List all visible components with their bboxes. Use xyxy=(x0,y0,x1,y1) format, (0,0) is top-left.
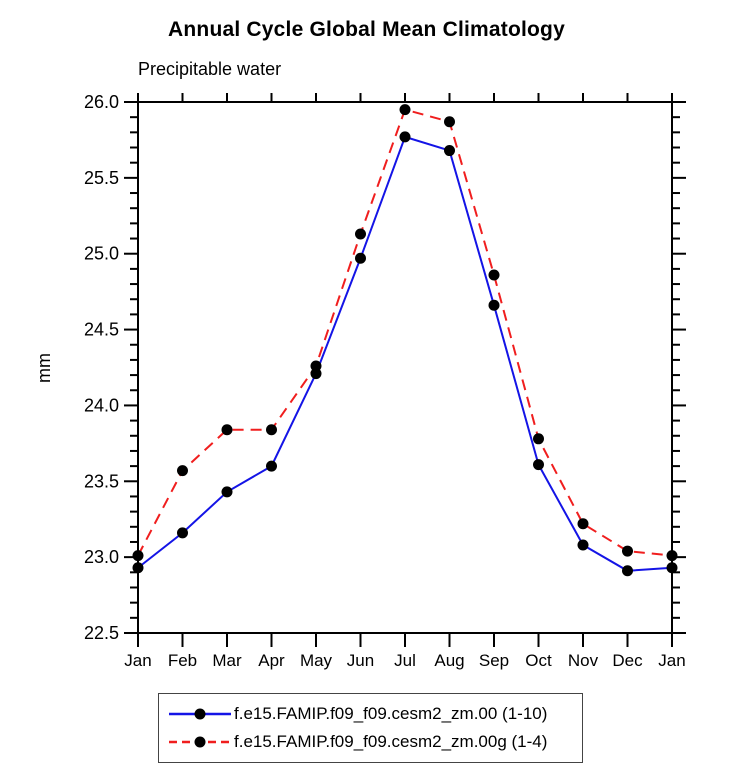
x-tick-label: Aug xyxy=(434,651,464,670)
data-point-marker xyxy=(177,527,188,539)
x-tick-label: Oct xyxy=(525,651,552,670)
data-point-marker xyxy=(266,460,277,472)
data-point-marker xyxy=(577,518,589,530)
y-tick-label: 25.5 xyxy=(84,168,119,188)
legend-line-sample-solid xyxy=(169,708,231,720)
x-tick-label: Sep xyxy=(479,651,509,670)
data-point-marker xyxy=(622,565,633,577)
x-tick-label: Jun xyxy=(347,651,374,670)
data-point-marker xyxy=(355,228,366,240)
data-point-marker xyxy=(132,550,144,562)
data-point-marker xyxy=(221,424,233,436)
chart-subtitle: Precipitable water xyxy=(138,59,282,79)
data-point-marker xyxy=(488,299,500,311)
y-tick-label: 23.0 xyxy=(84,547,119,567)
y-tick-label: 22.5 xyxy=(84,623,119,643)
x-tick-label: May xyxy=(300,651,333,670)
x-tick-label: Nov xyxy=(568,651,599,670)
data-point-marker xyxy=(622,545,633,557)
data-point-marker xyxy=(488,269,500,281)
legend-line-sample-dashed xyxy=(169,736,231,748)
x-tick-label: Jan xyxy=(124,651,151,670)
x-tick-label: Feb xyxy=(168,651,197,670)
data-point-marker xyxy=(132,562,144,574)
data-point-marker xyxy=(666,550,678,562)
legend: f.e15.FAMIP.f09_f09.cesm2_zm.00 (1-10) f… xyxy=(158,693,583,763)
x-tick-label: Jan xyxy=(658,651,685,670)
data-point-marker xyxy=(444,145,455,157)
x-tick-label: Apr xyxy=(258,651,285,670)
y-tick-label: 25.0 xyxy=(84,244,119,264)
series-line-0 xyxy=(137,135,673,572)
legend-marker-dot xyxy=(194,708,206,720)
legend-label-solid-series: f.e15.FAMIP.f09_f09.cesm2_zm.00 (1-10) xyxy=(234,704,548,723)
legend-label-dashed-series: f.e15.FAMIP.f09_f09.cesm2_zm.00g (1-4) xyxy=(234,732,548,751)
y-tick-label: 24.0 xyxy=(84,395,119,415)
chart-title: Annual Cycle Global Mean Climatology xyxy=(168,18,565,41)
data-point-marker xyxy=(399,104,411,116)
series-line-1 xyxy=(137,108,673,557)
data-point-marker xyxy=(266,424,277,436)
plot-frame xyxy=(137,101,673,634)
data-point-marker xyxy=(666,562,678,574)
data-point-marker xyxy=(355,252,366,264)
data-point-marker xyxy=(310,360,322,372)
data-point-marker xyxy=(399,131,411,143)
legend-entry-dashed-series: f.e15.FAMIP.f09_f09.cesm2_zm.00g (1-4) xyxy=(169,728,582,756)
data-point-marker xyxy=(577,539,589,551)
legend-entry-solid-series: f.e15.FAMIP.f09_f09.cesm2_zm.00 (1-10) xyxy=(169,700,582,728)
data-point-marker xyxy=(533,433,544,445)
x-tick-label: Mar xyxy=(212,651,242,670)
data-point-marker xyxy=(533,459,544,471)
legend-marker-dot xyxy=(194,736,206,748)
data-point-marker xyxy=(444,116,455,128)
x-tick-label: Dec xyxy=(612,651,643,670)
data-point-marker xyxy=(177,465,188,477)
y-tick-label: 26.0 xyxy=(84,92,119,112)
data-point-marker xyxy=(221,486,233,498)
data-point-marker xyxy=(310,368,322,380)
y-tick-label: 24.5 xyxy=(84,320,119,340)
x-tick-label: Jul xyxy=(394,651,416,670)
y-tick-label: 23.5 xyxy=(84,471,119,491)
